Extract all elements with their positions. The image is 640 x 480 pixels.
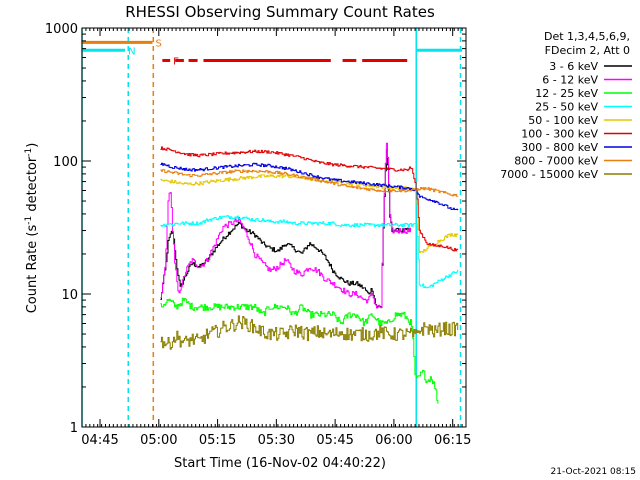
x-tick-label: 05:00 [140, 433, 177, 448]
footer-date: 21-Oct-2021 08:15 [551, 467, 636, 477]
x-tick-label: 05:30 [258, 433, 295, 448]
legend-label-5: 100 - 300 keV [521, 128, 598, 141]
legend-header-0: Det 1,3,4,5,6,9, [544, 30, 630, 43]
x-tick-label: 06:15 [434, 433, 471, 448]
status-flags: S N F [82, 38, 463, 67]
x-tick-label: 06:00 [375, 433, 412, 448]
x-tick-label: 04:45 [81, 433, 118, 448]
y-tick-label: 1000 [45, 22, 78, 37]
legend-label-1: 6 - 12 keV [542, 74, 598, 87]
series-line-3 [160, 215, 459, 289]
legend-label-2: 12 - 25 keV [535, 87, 598, 100]
legend-label-7: 800 - 7000 keV [514, 155, 598, 168]
y-tick-label: 100 [53, 155, 78, 170]
chart-title: RHESSI Observing Summary Count Rates [125, 3, 435, 21]
series-line-5 [160, 146, 459, 252]
series-line-7 [160, 169, 459, 197]
y-axis-ticks: 1 10 100 1000 [45, 22, 466, 436]
y-tick-label: 1 [70, 421, 78, 436]
x-axis-label: Start Time (16-Nov-02 04:40:22) [174, 456, 386, 471]
legend-label-3: 25 - 50 keV [535, 101, 598, 114]
legend-label-4: 50 - 100 keV [528, 114, 598, 127]
y-axis-label: Count Rate (s-1 detector-1) [24, 143, 40, 314]
x-tick-label: 05:45 [316, 433, 353, 448]
series-line-1 [160, 142, 411, 309]
legend-label-6: 300 - 800 keV [521, 141, 598, 154]
flag-F-label: F [173, 56, 179, 67]
legend: Det 1,3,4,5,6,9,FDecim 2, Att 0 3 - 6 keV… [500, 30, 632, 181]
x-axis-ticks: 04:45 05:00 05:15 05:30 05:45 06:00 06:15 [81, 28, 471, 448]
flag-S-label: S [156, 38, 162, 49]
legend-label-8: 7000 - 15000 keV [500, 168, 598, 181]
legend-header-1: FDecim 2, Att 0 [545, 44, 630, 57]
x-tick-label: 05:15 [199, 433, 236, 448]
series-line-8 [160, 315, 459, 350]
series-lines [160, 142, 459, 404]
legend-label-0: 3 - 6 keV [549, 60, 598, 73]
series-line-6 [160, 162, 459, 211]
series-line-2 [160, 297, 439, 404]
y-tick-label: 10 [61, 288, 78, 303]
flag-N-label: N [128, 46, 135, 57]
